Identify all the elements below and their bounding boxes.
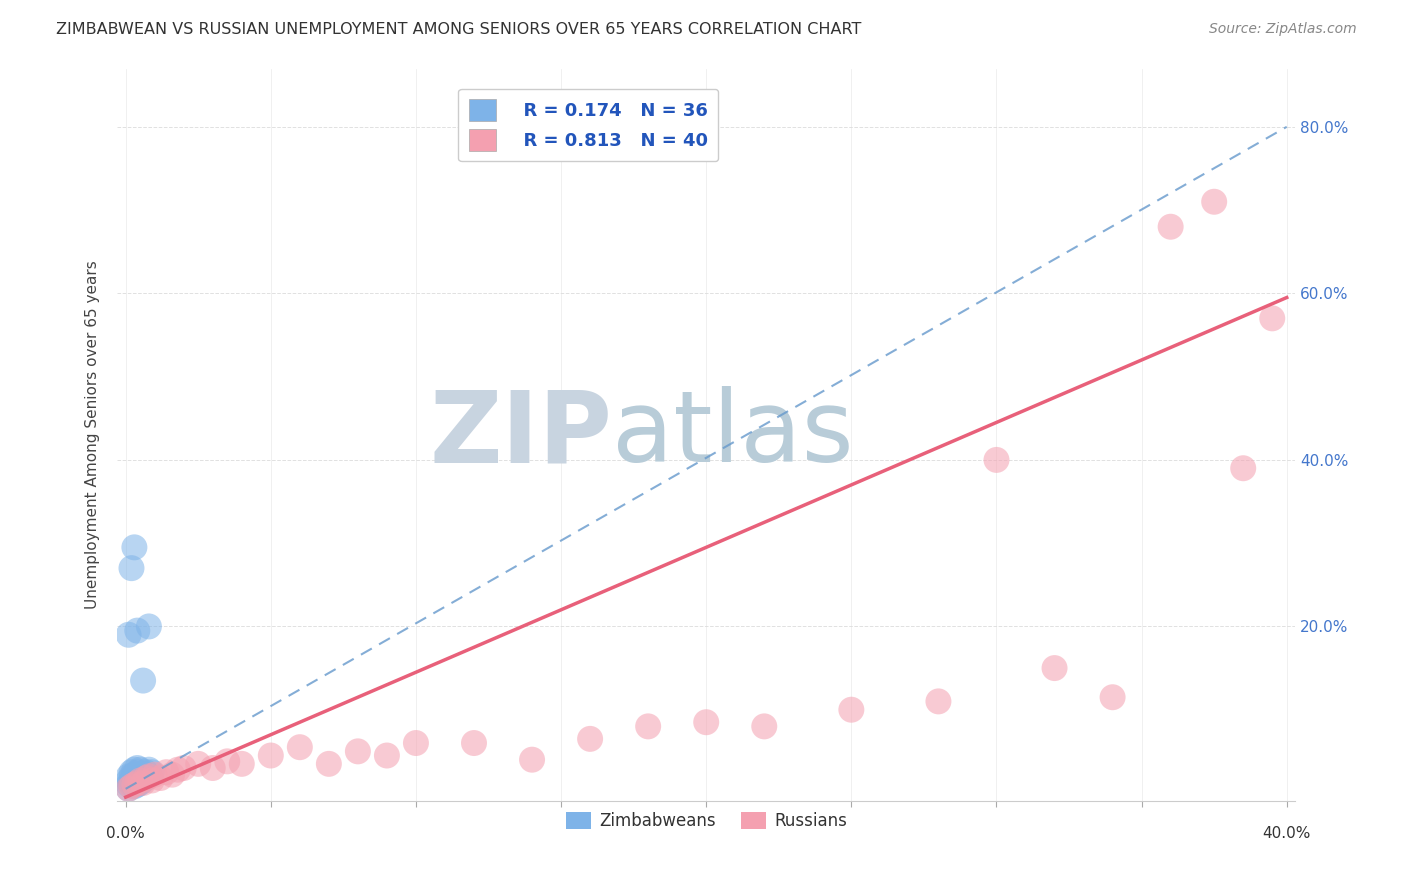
Point [217, 755, 239, 769]
Point [138, 763, 160, 777]
Point [124, 776, 146, 790]
Point [127, 765, 149, 780]
Point [1101, 690, 1123, 705]
Point [127, 624, 149, 638]
Point [1232, 461, 1254, 475]
Point [124, 780, 146, 794]
Point [138, 769, 160, 783]
Point [1204, 194, 1226, 209]
Point [375, 748, 398, 763]
Point [173, 761, 195, 775]
Point [132, 673, 155, 688]
Point [1261, 311, 1284, 326]
Point [288, 740, 311, 755]
Point [841, 703, 863, 717]
Point [695, 715, 717, 730]
Point [129, 771, 152, 785]
Legend: Zimbabweans, Russians: Zimbabweans, Russians [560, 805, 853, 837]
Point [520, 753, 543, 767]
Point [927, 694, 949, 708]
Point [463, 736, 485, 750]
Point [129, 773, 152, 788]
Point [121, 561, 143, 575]
Point [124, 767, 146, 781]
Point [127, 776, 149, 790]
Point [127, 769, 149, 783]
Point [117, 773, 139, 788]
Text: ZIMBABWEAN VS RUSSIAN UNEMPLOYMENT AMONG SENIORS OVER 65 YEARS CORRELATION CHART: ZIMBABWEAN VS RUSSIAN UNEMPLOYMENT AMONG… [56, 22, 862, 37]
Point [129, 763, 152, 777]
Point [132, 773, 155, 788]
Point [127, 778, 149, 792]
Point [132, 769, 155, 783]
Point [117, 778, 139, 792]
Point [132, 776, 155, 790]
Point [117, 781, 139, 796]
Point [231, 756, 253, 771]
Point [1043, 661, 1066, 675]
Text: Source: ZipAtlas.com: Source: ZipAtlas.com [1209, 22, 1357, 37]
Point [149, 771, 172, 785]
Text: ZIP: ZIP [429, 386, 612, 483]
Point [1160, 219, 1182, 234]
Point [117, 769, 139, 783]
Point [318, 756, 340, 771]
Point [129, 767, 152, 781]
Point [138, 619, 160, 633]
Point [347, 744, 370, 758]
Point [121, 773, 143, 788]
Point [160, 767, 183, 781]
Point [187, 756, 209, 771]
Point [124, 778, 146, 792]
Point [129, 776, 152, 790]
Point [141, 773, 163, 788]
Point [127, 761, 149, 775]
Point [124, 541, 146, 555]
Point [201, 761, 224, 775]
Point [135, 765, 157, 780]
Text: 0.0%: 0.0% [107, 826, 145, 841]
Point [155, 765, 177, 780]
Point [135, 771, 157, 785]
Point [405, 736, 427, 750]
Point [141, 765, 163, 780]
Point [143, 767, 166, 781]
Point [117, 628, 139, 642]
Point [124, 771, 146, 785]
Point [127, 773, 149, 788]
Point [121, 780, 143, 794]
Point [579, 731, 602, 746]
Point [117, 781, 139, 796]
Point [167, 763, 190, 777]
Point [135, 771, 157, 785]
Point [121, 769, 143, 783]
Point [637, 719, 659, 733]
Point [124, 773, 146, 788]
Text: 40.0%: 40.0% [1263, 826, 1310, 841]
Point [754, 719, 776, 733]
Point [260, 748, 283, 763]
Point [124, 763, 146, 777]
Point [138, 769, 160, 783]
Text: atlas: atlas [612, 386, 853, 483]
Point [121, 765, 143, 780]
Point [986, 453, 1008, 467]
Y-axis label: Unemployment Among Seniors over 65 years: Unemployment Among Seniors over 65 years [86, 260, 100, 609]
Point [121, 778, 143, 792]
